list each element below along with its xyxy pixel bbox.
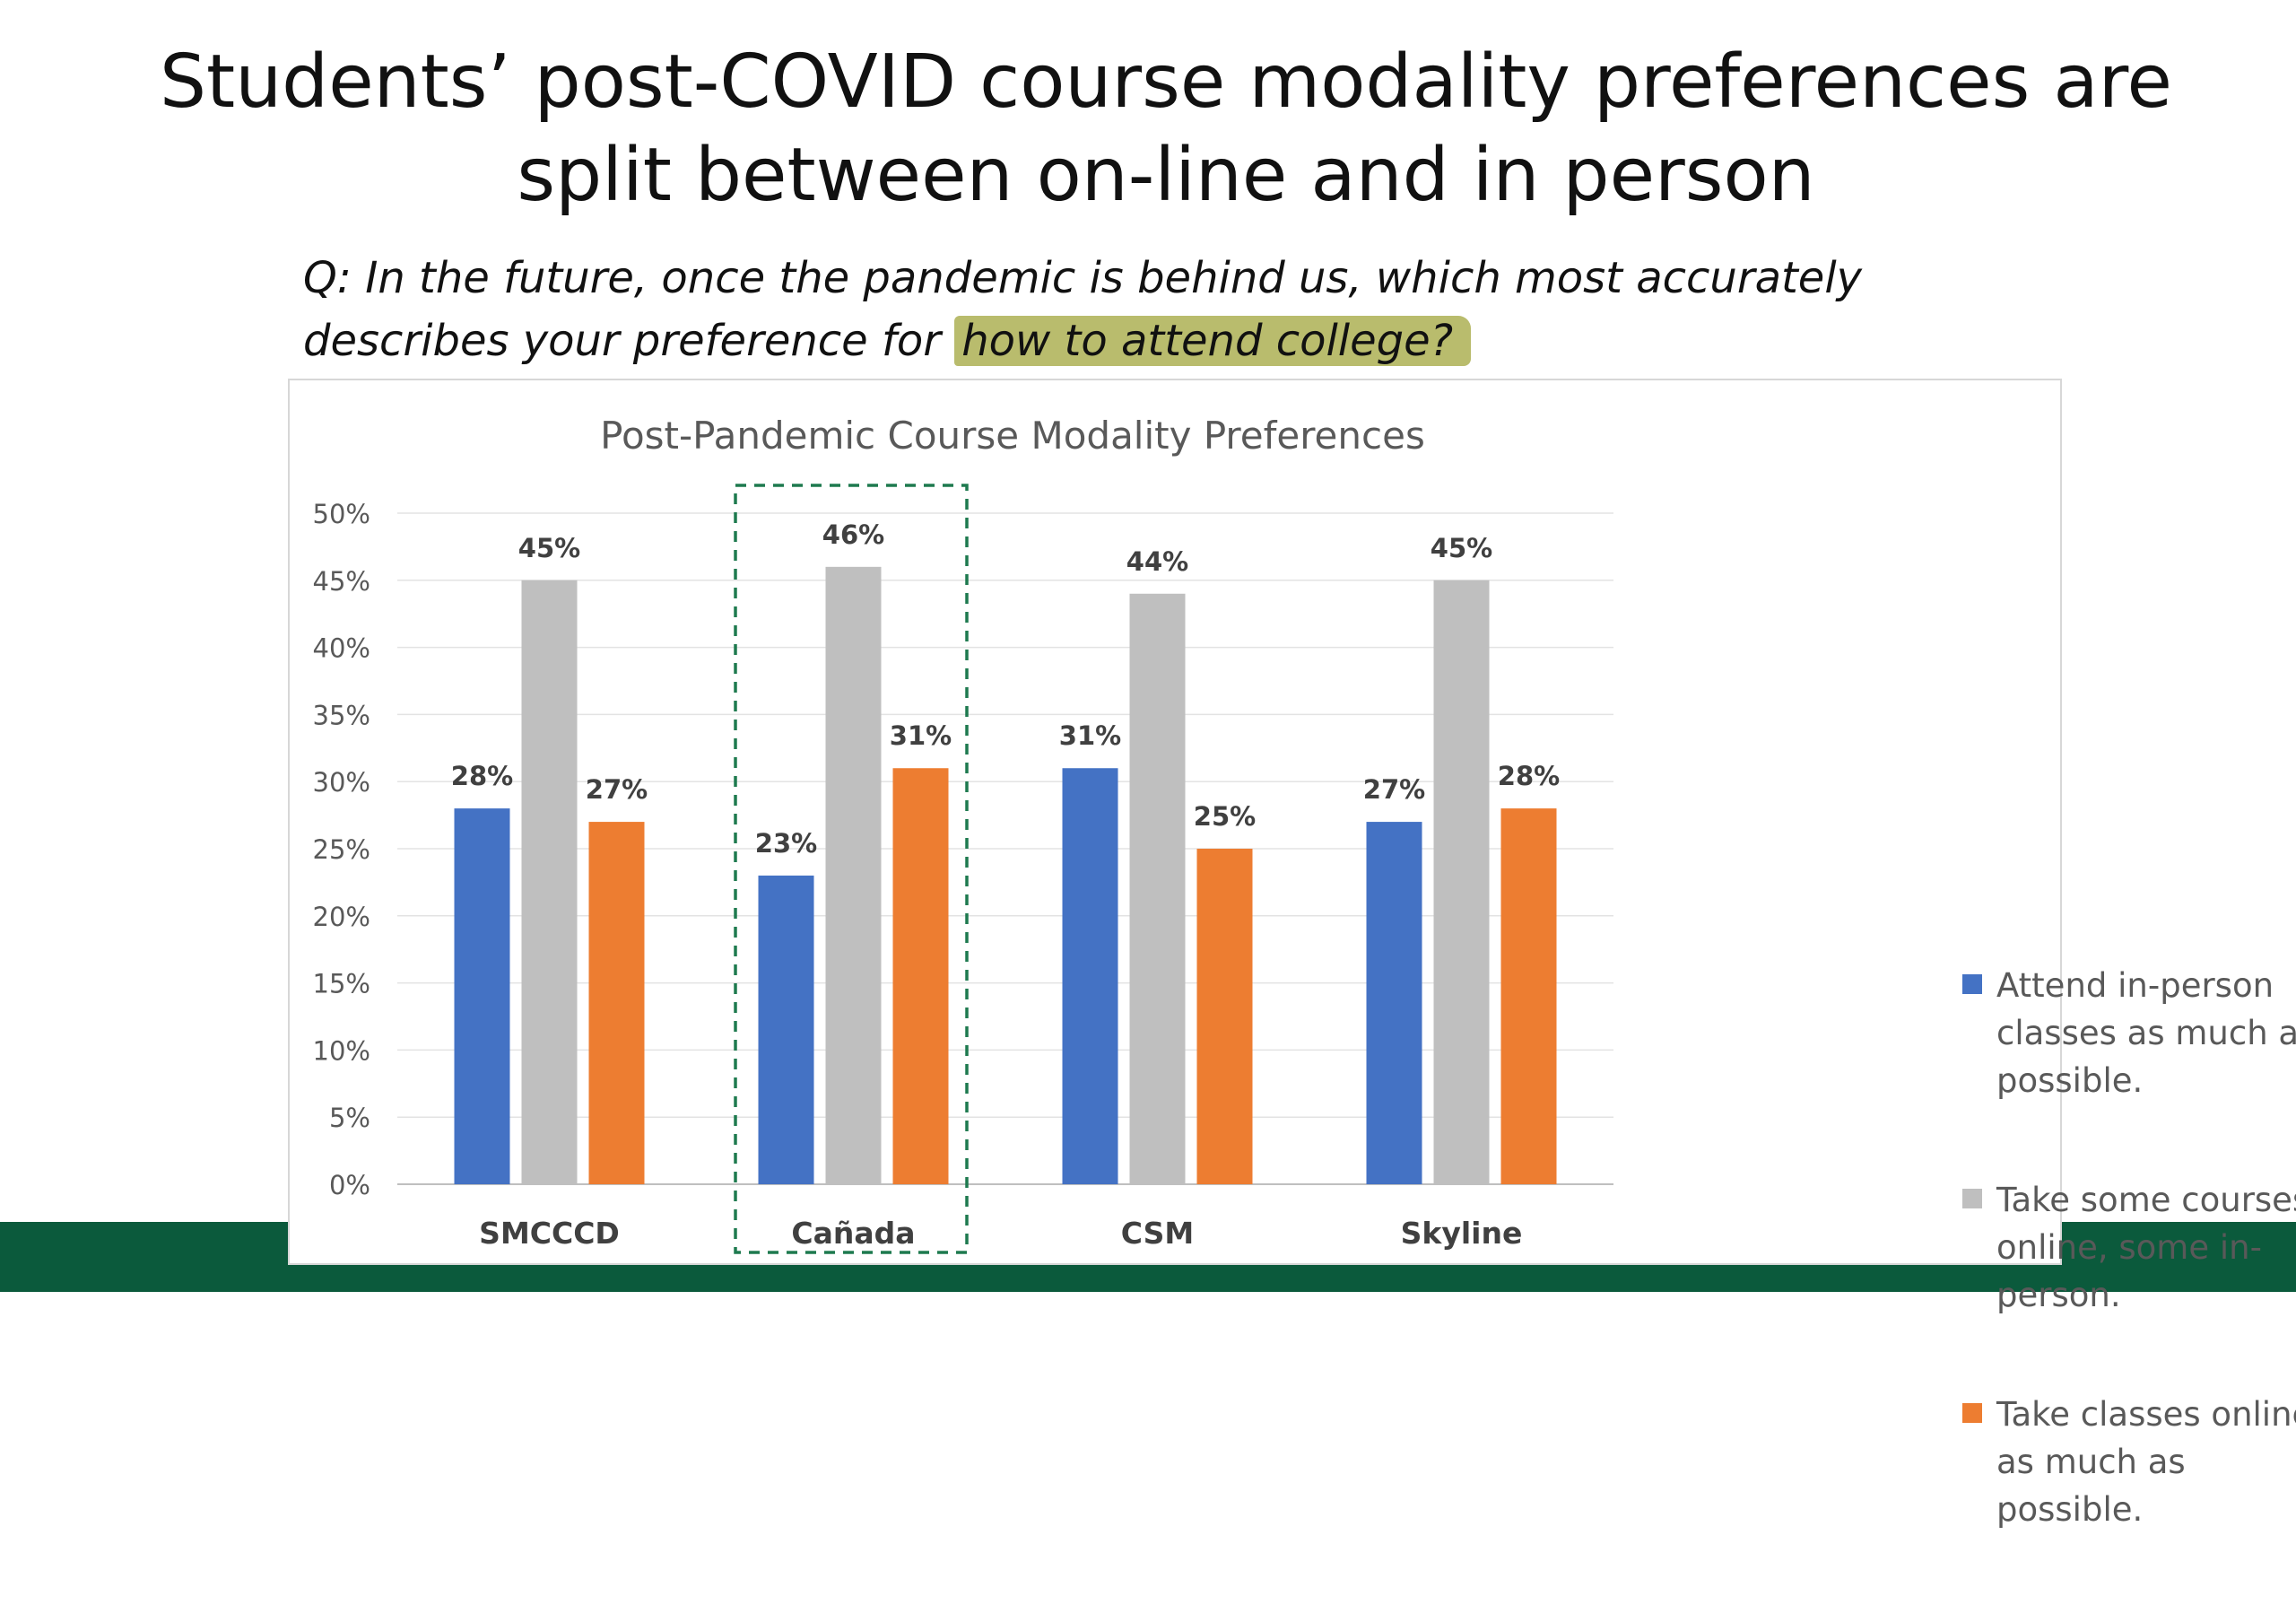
bar-chart: Post-Pandemic Course Modality Preference… (313, 414, 1613, 1254)
highlight-box (734, 484, 969, 1254)
question-highlight: how to attend college? (954, 316, 1472, 366)
bar (1129, 593, 1186, 1184)
bar (521, 580, 578, 1184)
y-tick-label: 45% (313, 566, 370, 597)
legend-label: Take classes online as much as possible. (1996, 1395, 2296, 1529)
bar (892, 768, 949, 1184)
legend-swatch (1962, 974, 1982, 994)
bar (1196, 849, 1253, 1184)
slide-title: Students’ post-COVID course modality pre… (160, 39, 2172, 218)
data-label: 31% (1059, 720, 1121, 751)
data-label: 45% (518, 533, 580, 563)
y-tick-label: 40% (313, 633, 370, 664)
legend-label: Attend in-person classes as much as poss… (1996, 966, 2296, 1100)
chart-title: Post-Pandemic Course Modality Preference… (600, 414, 1425, 458)
y-tick-label: 5% (329, 1103, 370, 1133)
legend-item: Take some courses online, some in-person… (1962, 1176, 2296, 1319)
data-label: 46% (822, 519, 884, 550)
data-label: 25% (1194, 801, 1256, 832)
data-label: 27% (1363, 774, 1425, 805)
data-label: 27% (586, 774, 648, 805)
y-tick-label: 20% (313, 902, 370, 932)
legend-label: Take some courses online, some in-person… (1996, 1181, 2296, 1314)
question-prefix: Q: In the future, once the pandemic is b… (303, 253, 1863, 366)
bar (1366, 822, 1422, 1184)
bar (758, 875, 814, 1184)
chart-legend: Attend in-person classes as much as poss… (1962, 962, 2296, 1605)
bar (1500, 808, 1557, 1184)
legend-swatch (1962, 1403, 1982, 1423)
data-label: 45% (1431, 533, 1492, 563)
y-tick-label: 25% (313, 834, 370, 865)
data-label: 28% (451, 761, 513, 791)
y-tick-label: 10% (313, 1035, 370, 1066)
bar (588, 822, 645, 1184)
y-tick-label: 30% (313, 767, 370, 798)
legend-item: Attend in-person classes as much as poss… (1962, 962, 2296, 1104)
data-label: 44% (1126, 546, 1188, 577)
legend-item: Take classes online as much as possible. (1962, 1391, 2296, 1533)
category-label: Skyline (1401, 1216, 1523, 1251)
category-label: SMCCCD (479, 1216, 620, 1251)
y-tick-label: 15% (313, 969, 370, 999)
category-label: CSM (1121, 1216, 1194, 1251)
chart-frame: Post-Pandemic Course Modality Preference… (288, 379, 2296, 1529)
y-tick-label: 0% (329, 1170, 370, 1200)
bar (454, 808, 510, 1184)
bar (825, 566, 882, 1184)
legend-swatch (1962, 1189, 1982, 1208)
bar (1062, 768, 1118, 1184)
data-label: 31% (890, 720, 952, 751)
y-tick-label: 50% (313, 499, 370, 529)
survey-question: Q: In the future, once the pandemic is b… (303, 247, 2079, 372)
y-tick-label: 35% (313, 700, 370, 730)
data-label: 28% (1498, 761, 1560, 791)
category-label: Cañada (791, 1216, 915, 1251)
data-label: 23% (755, 828, 817, 859)
bar (1433, 580, 1490, 1184)
